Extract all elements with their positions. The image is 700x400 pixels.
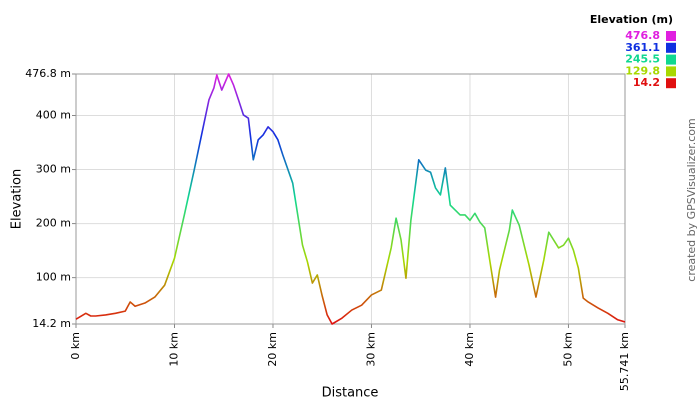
x-tick-label: 10 km — [167, 332, 180, 367]
y-tick-label: 300 m — [36, 163, 71, 176]
x-tick-label: 40 km — [463, 332, 476, 367]
x-tick-label: 30 km — [364, 332, 377, 367]
x-tick-label: 0 km — [69, 332, 82, 360]
legend-swatch — [666, 66, 676, 77]
legend-label: 129.8 — [625, 64, 660, 77]
y-tick-label: 200 m — [36, 217, 71, 230]
legend-swatch — [666, 42, 676, 53]
y-tick-label: 476.8 m — [25, 67, 71, 80]
legend-swatch — [666, 54, 676, 65]
legend-label: 14.2 — [633, 76, 660, 89]
y-tick-label: 400 m — [36, 109, 71, 122]
elevation-line — [75, 73, 626, 325]
y-axis-label: Elevation — [10, 169, 25, 229]
plot-frame — [75, 73, 626, 325]
legend-label: 476.8 — [625, 29, 660, 42]
legend-title: Elevation (m) — [590, 13, 673, 26]
x-tick-label: 20 km — [266, 332, 279, 367]
legend-swatch — [666, 78, 676, 89]
y-tick-label: 14.2 m — [32, 317, 71, 330]
x-tick-label: 50 km — [561, 332, 574, 367]
x-axis-label: Distance — [322, 386, 379, 400]
legend-swatch — [666, 31, 676, 41]
legend-label: 245.5 — [625, 53, 660, 66]
x-tick-label: 55.741 km — [618, 332, 631, 391]
y-tick-label: 100 m — [36, 271, 71, 284]
legend-label: 361.1 — [625, 41, 660, 54]
credit: created by GPSVisualizer.com — [685, 118, 698, 281]
